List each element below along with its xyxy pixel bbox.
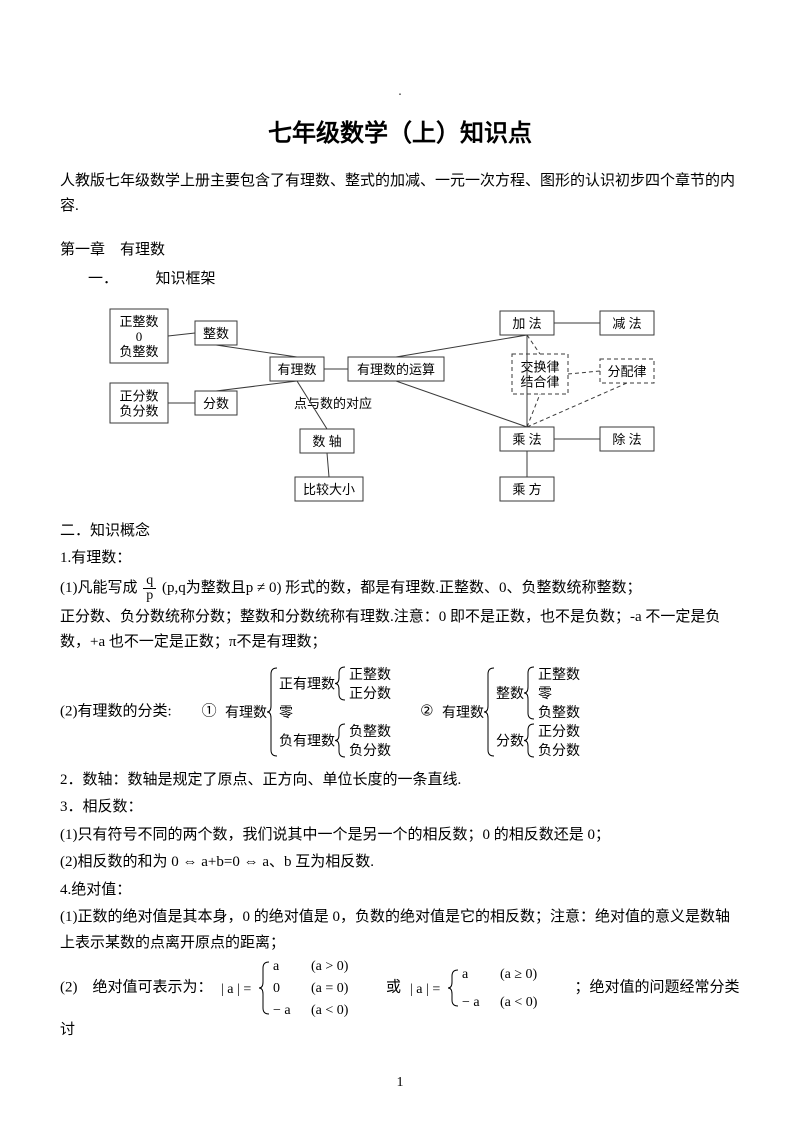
c1-1c: 正分数、负分数统称分数；整数和分数统称有理数.注意：0 即不是正数，也不是负数；…	[60, 605, 740, 656]
c1-2-mid: ②	[420, 703, 433, 719]
concept-4-1: (1)正数的绝对值是其本身，0 的绝对值是 0，负数的绝对值是它的相反数；注意：…	[60, 905, 740, 956]
svg-text:正整数: 正整数	[349, 667, 391, 683]
svg-text:负有理数: 负有理数	[279, 733, 335, 749]
svg-text:正分数: 正分数	[349, 686, 391, 702]
svg-text:(a < 0): (a < 0)	[311, 1003, 349, 1018]
svg-text:正整数: 正整数	[538, 667, 580, 683]
classification-1: 有理数正有理数正整数正分数零负有理数负整数负分数	[223, 662, 413, 762]
svg-text:乘 方: 乘 方	[512, 482, 541, 497]
svg-text:正有理数: 正有理数	[279, 676, 335, 692]
svg-text:| a | =: | a | =	[221, 982, 251, 997]
svg-text:0: 0	[273, 981, 280, 996]
svg-text:零: 零	[279, 705, 293, 721]
svg-text:除 法: 除 法	[612, 432, 641, 447]
svg-text:(a ≥ 0): (a ≥ 0)	[500, 967, 538, 982]
svg-text:整数: 整数	[496, 686, 524, 702]
concept-3-1: (1)只有符号不同的两个数，我们说其中一个是另一个的相反数；0 的相反数还是 0…	[60, 823, 740, 849]
svg-text:| a | =: | a | =	[410, 982, 440, 997]
concept-1-2: (2)有理数的分类: ① 有理数正有理数正整数正分数零负有理数负整数负分数 ② …	[60, 662, 740, 762]
svg-text:乘 法: 乘 法	[512, 432, 541, 447]
c4-2mid: 或	[386, 979, 401, 995]
svg-text:有理数: 有理数	[277, 362, 316, 377]
svg-text:整数: 整数	[203, 326, 229, 341]
intro-paragraph: 人教版七年级数学上册主要包含了有理数、整式的加减、一元一次方程、图形的认识初步四…	[60, 169, 740, 220]
svg-text:正整数: 正整数	[119, 314, 158, 329]
svg-text:负整数: 负整数	[349, 724, 391, 740]
classification-2: 有理数整数正整数零负整数分数正分数负分数	[440, 662, 630, 762]
svg-text:负整数: 负整数	[538, 705, 580, 721]
abs-piecewise-3: | a | = a (a > 0) 0 (a = 0) − a (a < 0)	[219, 958, 379, 1018]
svg-text:负分数: 负分数	[349, 743, 391, 759]
svg-text:(a < 0): (a < 0)	[500, 995, 538, 1010]
concept-3-2: (2)相反数的和为 0 ⇔ a+b=0 ⇔ a、b 互为相反数.	[60, 850, 740, 876]
svg-text:数 轴: 数 轴	[312, 434, 341, 449]
knowledge-diagram: 正整数0负整数 整数正分数负分数 分数 有理数 有理数的运算点与数的对应数 轴比较大小 加…	[100, 299, 700, 509]
outline-a: 一． 知识框架	[60, 267, 740, 293]
svg-text:有理数: 有理数	[442, 705, 484, 721]
svg-text:− a: − a	[273, 1003, 291, 1018]
abs-piecewise-2: | a | = a (a ≥ 0) − a (a < 0)	[408, 966, 568, 1010]
svg-text:有理数: 有理数	[225, 705, 267, 721]
svg-text:负分数: 负分数	[538, 743, 580, 759]
concept-2: 2．数轴：数轴是规定了原点、正方向、单位长度的一条直线.	[60, 768, 740, 794]
svg-text:分数: 分数	[496, 733, 524, 749]
concept-1-1: (1)凡能写成 q p (p,q为整数且p ≠ 0) 形式的数，都是有理数.正整…	[60, 574, 740, 603]
frac-den: p	[143, 589, 156, 603]
svg-text:正分数: 正分数	[119, 388, 158, 403]
svg-text:a: a	[273, 959, 280, 974]
outline-b: 二．知识概念	[60, 519, 740, 545]
svg-text:交换律: 交换律	[520, 359, 559, 374]
page-title: 七年级数学（上）知识点	[60, 114, 740, 155]
svg-text:分数: 分数	[203, 396, 229, 411]
concept-4-heading: 4.绝对值：	[60, 878, 740, 904]
svg-text:零: 零	[538, 686, 552, 702]
svg-text:减 法: 减 法	[612, 316, 641, 331]
concept-1-heading: 1.有理数：	[60, 546, 740, 572]
c4-2a: (2) 绝对值可表示为：	[60, 979, 213, 995]
c1-2-lead: (2)有理数的分类: ①	[60, 703, 217, 719]
svg-text:正分数: 正分数	[538, 724, 580, 740]
svg-text:负整数: 负整数	[119, 344, 158, 359]
svg-text:点与数的对应: 点与数的对应	[294, 396, 372, 411]
svg-text:− a: − a	[462, 995, 480, 1010]
header-dot: .	[60, 80, 740, 104]
svg-text:(a > 0): (a > 0)	[311, 959, 349, 974]
c1-1a: (1)凡能写成	[60, 580, 138, 596]
svg-text:负分数: 负分数	[119, 403, 158, 418]
svg-text:比较大小: 比较大小	[303, 482, 355, 497]
svg-text:(a = 0): (a = 0)	[311, 981, 349, 996]
c1-1b: (p,q为整数且p ≠ 0) 形式的数，都是有理数.正整数、0、负整数统称整数；	[162, 580, 641, 596]
frac-num: q	[143, 574, 156, 589]
page-number: 1	[0, 1071, 800, 1095]
svg-text:有理数的运算: 有理数的运算	[357, 362, 435, 377]
chapter-heading: 第一章 有理数	[60, 238, 740, 264]
svg-text:加 法: 加 法	[512, 316, 541, 331]
concept-4-2: (2) 绝对值可表示为： | a | = a (a > 0) 0 (a = 0) − a (…	[60, 958, 740, 1044]
svg-text:0: 0	[136, 329, 143, 344]
svg-text:分配律: 分配律	[607, 364, 646, 379]
svg-text:结合律: 结合律	[520, 374, 559, 389]
concept-3-heading: 3．相反数：	[60, 795, 740, 821]
fraction-qp: q p	[143, 574, 156, 603]
svg-text:a: a	[462, 967, 469, 982]
